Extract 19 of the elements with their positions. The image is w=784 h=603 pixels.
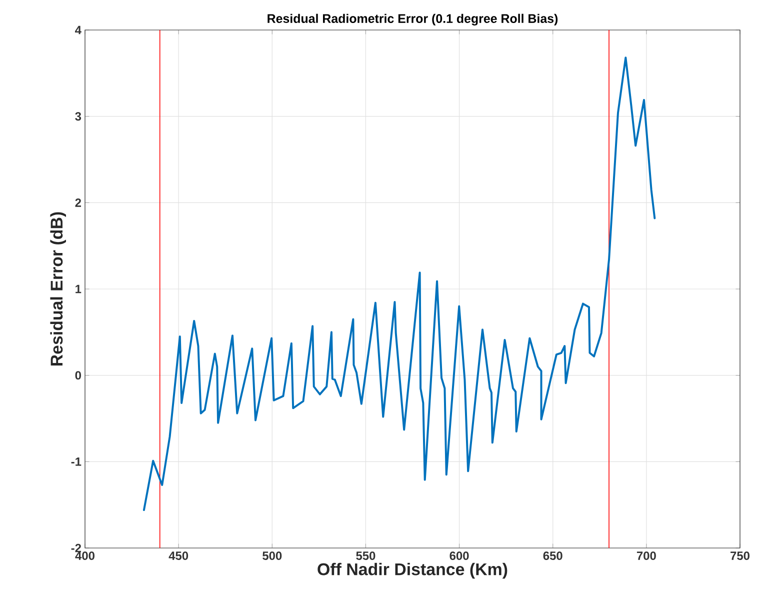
x-tick-label: 650 xyxy=(543,552,562,560)
chart-title: Residual Radiometric Error (0.1 degree Roll Bias) xyxy=(268,14,558,26)
y-tick-label: 4 xyxy=(75,26,82,34)
x-tick-label: 450 xyxy=(168,552,188,560)
x-tick-label: 750 xyxy=(730,552,750,560)
x-tick-label: 500 xyxy=(262,552,282,560)
x-axis-title: Off Nadir Distance (Km) xyxy=(318,562,508,579)
y-tick-label: 0 xyxy=(75,371,81,380)
y-tick-label: -2 xyxy=(71,544,81,552)
y-axis-title: Residual Error (dB) xyxy=(50,212,66,366)
x-tick-label: 700 xyxy=(636,552,656,560)
x-tick-label: 400 xyxy=(75,552,94,560)
x-tick-label: 550 xyxy=(356,552,376,560)
y-tick-label: 1 xyxy=(76,284,82,294)
x-tick-label: 600 xyxy=(450,552,469,560)
y-tick-label: 2 xyxy=(75,198,81,207)
y-tick-label: -1 xyxy=(71,458,82,466)
y-tick-label: 3 xyxy=(75,112,82,121)
line-series xyxy=(142,56,656,512)
